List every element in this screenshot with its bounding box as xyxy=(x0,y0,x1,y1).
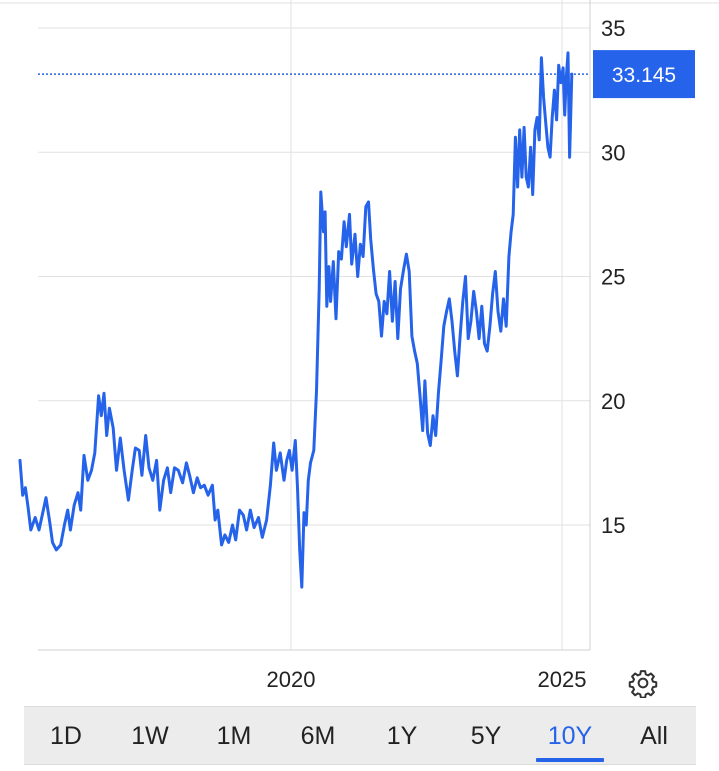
price-series-line xyxy=(18,51,574,589)
y-tick-label: 15 xyxy=(601,513,625,538)
y-tick-label: 25 xyxy=(601,265,625,290)
current-price-tag xyxy=(593,50,695,99)
x-tick-label: 2025 xyxy=(538,667,587,692)
y-tick-label: 30 xyxy=(601,140,625,165)
y-tick-label: 35 xyxy=(601,16,625,41)
gear-icon[interactable] xyxy=(628,668,658,699)
range-button-5y[interactable]: 5Y xyxy=(470,721,502,750)
range-button-1m[interactable]: 1M xyxy=(216,721,252,750)
range-button-all[interactable]: All xyxy=(640,721,668,750)
y-tick-label: 20 xyxy=(601,389,625,414)
grid xyxy=(0,0,719,650)
range-button-6m[interactable]: 6M xyxy=(300,721,336,750)
range-button-1w[interactable]: 1W xyxy=(131,721,169,750)
range-selector: 1D 1W 1M 6M 1Y 5Y 10Y All xyxy=(24,706,696,765)
current-price-layer: 33.145 xyxy=(38,50,695,99)
current-price-label: 33.145 xyxy=(612,64,676,87)
range-button-10y[interactable]: 10Y xyxy=(528,707,612,765)
range-button-1d[interactable]: 1D xyxy=(50,721,82,750)
series-layer xyxy=(18,51,574,589)
x-tick-label: 2020 xyxy=(267,667,316,692)
range-button-1y[interactable]: 1Y xyxy=(386,721,418,750)
divider xyxy=(24,764,696,765)
